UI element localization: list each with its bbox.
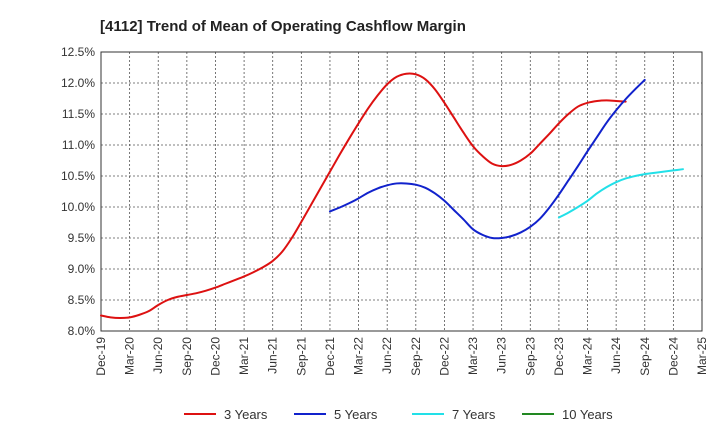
- x-tick-label: Sep-22: [409, 337, 423, 376]
- x-tick-label: Dec-20: [208, 337, 222, 376]
- x-tick-label: Dec-24: [666, 337, 680, 376]
- x-tick-label: Mar-20: [123, 337, 137, 375]
- x-tick-label: Dec-23: [552, 337, 566, 376]
- plot-frame: [100, 51, 703, 332]
- x-tick-label: Sep-20: [180, 337, 194, 376]
- y-axis: 8.0% 8.5% 9.0% 9.5% 10.0% 10.5% 11.0% 11.5% 12.0…: [61, 45, 95, 338]
- x-tick-label: Mar-25: [695, 337, 709, 375]
- x-tick-label: Dec-19: [94, 337, 108, 376]
- x-tick-label: Sep-21: [294, 337, 308, 376]
- series-line-7-years: [557, 168, 684, 219]
- series-line-3-years: [100, 72, 627, 319]
- y-tick-label: 9.0%: [68, 262, 96, 276]
- y-tick-label: 10.0%: [61, 200, 95, 214]
- x-tick-label: Mar-22: [352, 337, 366, 375]
- legend-label-7-years: 7 Years: [452, 407, 496, 422]
- y-tick-label: 9.5%: [68, 231, 96, 245]
- x-tick-label: Dec-21: [323, 337, 337, 376]
- legend: 3 Years 5 Years 7 Years 10 Years: [184, 407, 613, 422]
- x-tick-label: Jun-21: [266, 337, 280, 374]
- chart-title: [4112] Trend of Mean of Operating Cashfl…: [100, 18, 466, 35]
- y-tick-label: 11.0%: [62, 138, 95, 152]
- x-tick-label: Jun-20: [151, 337, 165, 374]
- x-tick-label: Sep-24: [638, 337, 652, 376]
- y-tick-label: 12.0%: [61, 76, 95, 90]
- series-lines: [100, 72, 684, 319]
- x-tick-label: Mar-23: [466, 337, 480, 375]
- series-line-5-years: [328, 78, 646, 240]
- y-tick-label: 11.5%: [62, 107, 95, 121]
- x-tick-label: Jun-22: [380, 337, 394, 374]
- y-tick-label: 8.0%: [68, 324, 96, 338]
- legend-label-5-years: 5 Years: [334, 407, 378, 422]
- x-tick-label: Sep-23: [523, 337, 537, 376]
- legend-label-3-years: 3 Years: [224, 407, 268, 422]
- legend-label-10-years: 10 Years: [562, 407, 613, 422]
- y-tick-label: 8.5%: [68, 293, 96, 307]
- x-tick-label: Mar-21: [237, 337, 251, 375]
- x-tick-label: Jun-23: [495, 337, 509, 374]
- x-tick-label: Jun-24: [609, 337, 623, 374]
- plot-area: [101, 52, 702, 331]
- x-tick-label: Dec-22: [437, 337, 451, 376]
- x-axis: Dec-19 Mar-20 Jun-20 Sep-20 Dec-20 Mar-21 Jun-…: [94, 337, 709, 376]
- y-tick-label: 10.5%: [61, 169, 95, 183]
- x-tick-label: Mar-24: [581, 337, 595, 375]
- y-tick-label: 12.5%: [61, 45, 95, 59]
